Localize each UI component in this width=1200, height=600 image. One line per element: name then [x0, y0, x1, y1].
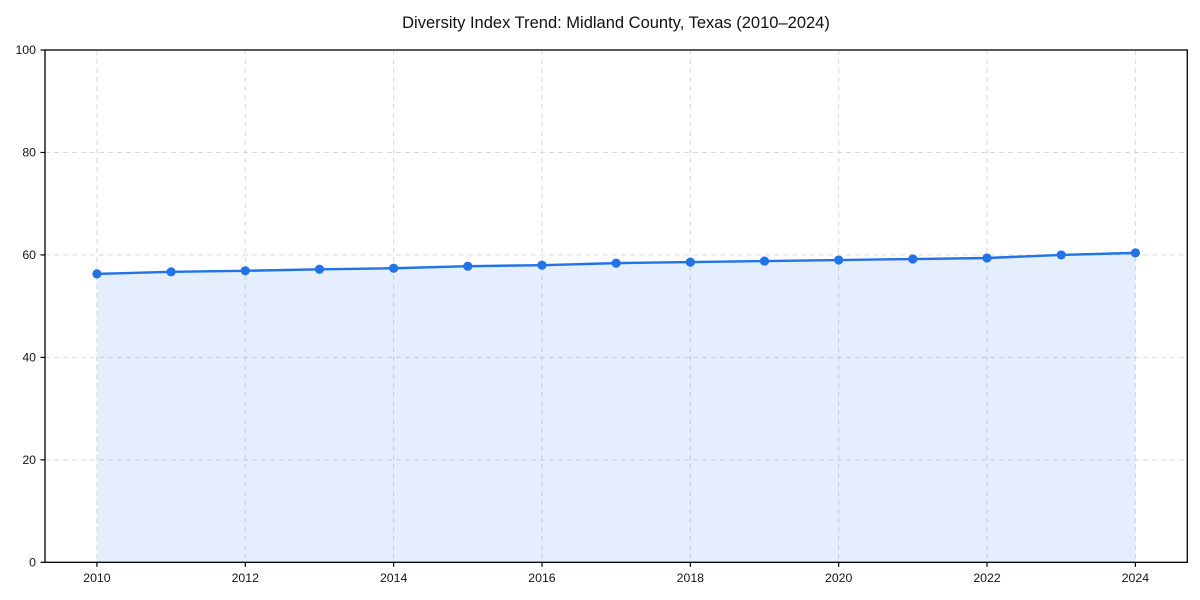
data-point [611, 258, 621, 268]
chart-title: Diversity Index Trend: Midland County, T… [402, 14, 830, 32]
x-tick-label: 2020 [825, 571, 853, 585]
data-point [982, 253, 992, 263]
x-tick-label: 2014 [380, 571, 408, 585]
gridlines [45, 50, 1188, 563]
axis-ticks [40, 49, 1136, 567]
x-tick-label: 2018 [677, 571, 705, 585]
x-tick-label: 2010 [83, 571, 111, 585]
data-point [314, 264, 325, 274]
y-tick-label: 100 [15, 43, 36, 57]
axis-tick-labels: 2010 2012 2014 2016 2018 2020 2022 2024 0 20 40 60 8… [15, 43, 1149, 585]
axes-spines [44, 49, 1188, 563]
y-tick-label: 20 [22, 453, 36, 467]
data-point [240, 266, 250, 276]
data-point [537, 260, 547, 270]
y-tick-label: 0 [29, 556, 36, 570]
x-tick-label: 2016 [528, 571, 556, 585]
y-tick-label: 80 [22, 146, 36, 160]
data-point [389, 263, 399, 273]
data-point [908, 254, 918, 264]
y-tick-label: 60 [22, 248, 36, 262]
x-tick-label: 2022 [973, 571, 1001, 585]
data-point [834, 255, 844, 265]
data-point [759, 256, 770, 266]
data-point [685, 257, 695, 267]
series-area [96, 252, 1136, 563]
data-point [92, 269, 102, 279]
data-point [463, 261, 473, 271]
x-tick-label: 2012 [232, 571, 260, 585]
plot-frame [44, 49, 1188, 563]
data-point [1056, 250, 1066, 260]
data-points [92, 248, 1140, 279]
x-tick-label: 2024 [1122, 571, 1150, 585]
data-point [166, 267, 176, 277]
y-tick-label: 40 [22, 351, 36, 365]
data-point [1130, 248, 1140, 258]
area-fill [96, 252, 1136, 563]
